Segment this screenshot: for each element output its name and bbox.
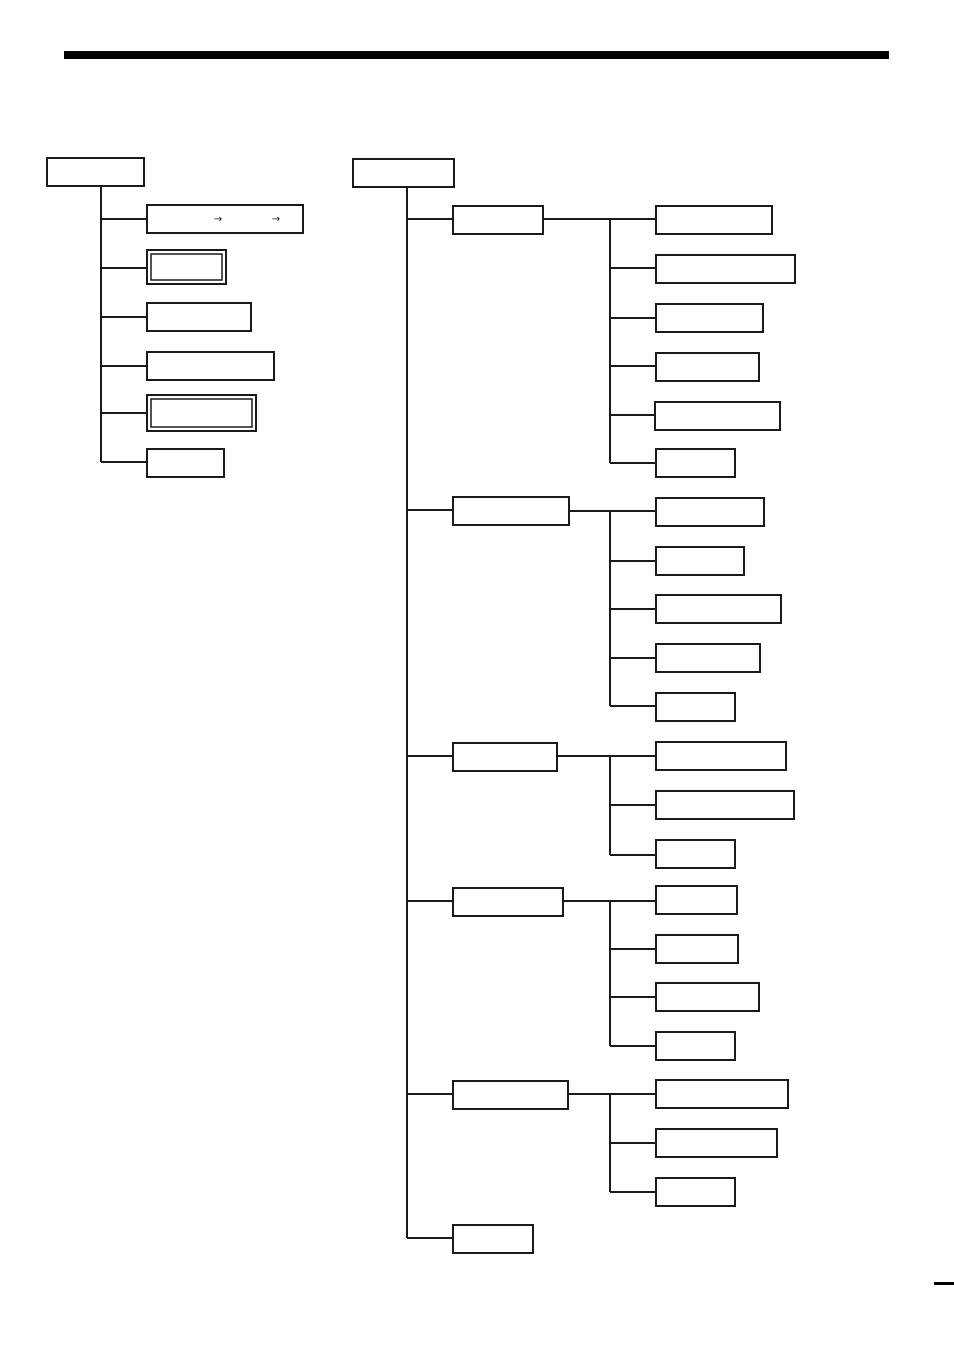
left-node-4 [146, 351, 275, 381]
left-root-node [46, 157, 145, 187]
right-root-node [352, 158, 455, 188]
group-4 [452, 885, 760, 1061]
group-1-node [452, 205, 544, 235]
group-1-child-5 [654, 401, 781, 431]
left-node-1-arrow-icon-2: → [272, 214, 280, 225]
left-node-1-arrow-icon: → [214, 214, 222, 225]
group-4-child-2 [655, 934, 739, 964]
group-1-child-6 [655, 448, 736, 478]
group-1 [452, 205, 796, 478]
left-node-3 [146, 302, 252, 332]
group-6-node [452, 1224, 534, 1254]
group-2-child-4 [655, 643, 761, 673]
group-3 [452, 741, 795, 869]
top-rule [64, 51, 889, 59]
left-node-6 [146, 448, 225, 478]
group-5 [452, 1079, 789, 1207]
group-1-child-3 [655, 303, 764, 333]
left-tree: → → [46, 157, 304, 478]
group-4-child-1 [655, 885, 738, 915]
left-node-5 [146, 394, 257, 432]
group-2-child-5 [655, 692, 736, 722]
page-corner-mark [934, 1282, 954, 1285]
group-2-child-2 [655, 546, 745, 576]
group-4-node [452, 887, 564, 917]
right-tree [352, 158, 796, 1254]
group-5-child-2 [655, 1128, 778, 1158]
group-2-child-1 [655, 497, 765, 527]
group-5-child-3 [655, 1177, 736, 1207]
left-node-1: → → [146, 204, 304, 234]
left-node-2 [146, 249, 227, 285]
group-4-child-4 [655, 1031, 736, 1061]
group-4-child-3 [655, 982, 760, 1012]
group-3-child-1 [655, 741, 787, 771]
group-3-child-3 [655, 839, 736, 869]
group-1-child-1 [655, 205, 773, 235]
group-1-child-2 [655, 254, 796, 284]
group-5-node [452, 1080, 569, 1110]
group-1-child-4 [655, 352, 760, 382]
group-2 [452, 496, 782, 722]
group-2-child-3 [655, 594, 782, 624]
group-5-child-1 [655, 1079, 789, 1109]
group-3-node [452, 742, 558, 772]
group-3-child-2 [655, 790, 795, 820]
group-2-node [452, 496, 570, 526]
